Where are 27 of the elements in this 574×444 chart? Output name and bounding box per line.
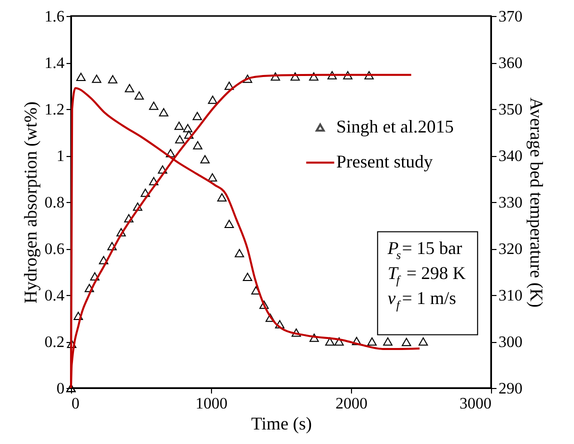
y2-tick-label: 310 bbox=[498, 288, 522, 304]
y2-tick-label: 300 bbox=[498, 334, 522, 351]
y-tick-label: 1 bbox=[56, 148, 64, 165]
y-tick-label: 0.4 bbox=[44, 288, 64, 304]
y-tick-label: 0.2 bbox=[44, 334, 64, 351]
x-tick-label: 1000 bbox=[196, 396, 228, 412]
y2-tick-label: 290 bbox=[498, 380, 522, 398]
y2-tick-label: 320 bbox=[498, 241, 522, 258]
x-tick-label: 0 bbox=[72, 396, 80, 412]
legend-label: Present study bbox=[336, 152, 433, 172]
y-tick-label: 1.2 bbox=[44, 102, 64, 118]
legend-label: Singh et al.2015 bbox=[336, 116, 454, 137]
y-axis-title: Hydrogen absorption (wt%) bbox=[20, 102, 40, 304]
y-tick-label: 1.6 bbox=[44, 8, 64, 26]
y2-tick-label: 340 bbox=[498, 148, 522, 165]
y2-tick-label: 350 bbox=[498, 102, 522, 118]
y2-axis-title: Average bed temperature (K) bbox=[526, 97, 546, 308]
y-tick-label: 1.4 bbox=[44, 55, 64, 72]
x-axis-title: Time (s) bbox=[251, 414, 312, 434]
y-tick-label: 0.8 bbox=[44, 194, 64, 212]
y-tick-label: 0.6 bbox=[44, 241, 64, 258]
y-tick-label: 0 bbox=[56, 380, 64, 398]
y2-tick-label: 360 bbox=[498, 55, 522, 72]
y2-tick-label: 330 bbox=[498, 194, 522, 212]
x-tick-label: 3000 bbox=[460, 396, 492, 412]
x-tick-label: 2000 bbox=[336, 396, 368, 412]
y2-tick-label: 370 bbox=[498, 8, 522, 26]
